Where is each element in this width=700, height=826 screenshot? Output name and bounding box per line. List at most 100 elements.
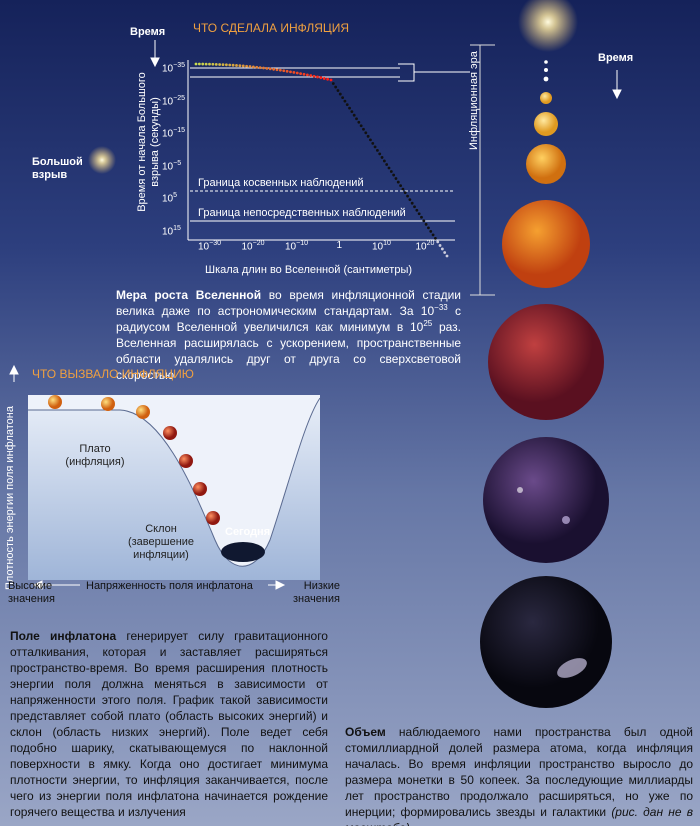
curve-dot (255, 65, 259, 69)
curve-dot (440, 247, 444, 251)
y-tick-label: 10−15 (162, 127, 185, 139)
x-tick-label: 10−10 (285, 240, 308, 252)
curve-dot (366, 134, 370, 138)
curve-dot (302, 72, 306, 76)
curve-dot (387, 166, 391, 170)
curve-dot (415, 208, 419, 212)
caption-sup: 25 (423, 319, 433, 328)
curve-dot (326, 77, 330, 81)
tick-base: 10 (198, 241, 210, 253)
growth-curve (194, 62, 449, 258)
tick-exp: 20 (426, 240, 435, 247)
tick-exp: 10 (383, 240, 391, 247)
curve-dot (394, 177, 398, 180)
caption-sup: −33 (434, 303, 448, 312)
curve-dot (389, 170, 393, 173)
curve-dot (357, 120, 361, 124)
caption-bold: Мера роста Вселенной (116, 288, 262, 302)
curve-dot (204, 62, 208, 66)
curve-dot (396, 180, 400, 184)
curve-dot (420, 215, 423, 219)
curve-dot (345, 103, 349, 107)
caption-italic: (рис. дан не в масштабе) (345, 805, 693, 826)
curve-dot (305, 73, 309, 77)
curve-dot (289, 70, 292, 74)
potential-plot (28, 395, 321, 580)
curve-dot (399, 184, 402, 188)
caption-text: с радиусом Вселенной увеличился как мини… (116, 304, 461, 334)
spheres (480, 60, 612, 708)
curve-dot (299, 72, 303, 76)
tick-base: 10 (162, 95, 174, 107)
curve-dot (331, 82, 335, 85)
curve-dot (385, 163, 389, 166)
arrows (9, 40, 622, 590)
tick-exp: −25 (173, 94, 185, 102)
x-tick-label: 1020 (416, 240, 435, 252)
tick-base: 10 (162, 160, 174, 172)
curve-dot (427, 226, 430, 230)
tick-exp: 15 (173, 224, 181, 232)
tick-exp: −15 (173, 127, 185, 134)
caption-text: раз. Вселенная расширялась с ускорением,… (116, 320, 461, 382)
curve-dot (376, 149, 379, 152)
curve-dot (371, 141, 375, 145)
tick-exp: −30 (209, 240, 221, 247)
curve-dot (214, 62, 218, 66)
y-tick-label: 105 (162, 192, 177, 204)
curve-dot (251, 65, 255, 69)
curve-dot (268, 67, 272, 71)
curve-dot (329, 78, 333, 82)
curve-dot (401, 187, 405, 191)
tick-exp: −20 (252, 240, 265, 247)
curve-dot (408, 198, 412, 202)
y-axis-label: Время от начала Большого взрыва (секунды… (136, 72, 161, 212)
time-label: Время (130, 26, 166, 38)
tick-exp: 5 (173, 192, 178, 199)
caption-text: генерирует силу гравитационного отталкив… (10, 629, 328, 819)
y-tick-label: 1015 (162, 225, 181, 237)
curve-dot (208, 62, 211, 66)
curve-dot (364, 131, 368, 135)
potential-y-label: Плотность энергии поля инфлатона (4, 406, 16, 590)
curve-dot (194, 62, 198, 66)
curve-dot (275, 68, 279, 72)
curve-dot (245, 64, 249, 68)
curve-dot (431, 233, 435, 237)
curve-dot (382, 159, 386, 163)
curve-dot (334, 85, 338, 89)
caption-text: во время инфляционной стадии велика даже… (116, 288, 461, 318)
caption-growth: Мера роста Вселенной во время инфляционн… (116, 287, 461, 383)
inflation-era-label: Инфляционная эра (468, 51, 480, 150)
curve-dot (338, 92, 342, 96)
y-tick-label: 10−5 (162, 160, 181, 172)
curve-dot (350, 110, 354, 114)
curve-dot (201, 62, 205, 66)
curve-dot (362, 127, 365, 131)
tick-exp: −10 (296, 240, 308, 247)
curve-dot (235, 64, 238, 67)
x-tick-label: 1010 (372, 240, 391, 252)
curve-dot (355, 117, 358, 121)
tick-base: 10 (415, 241, 427, 253)
caption-field: Поле инфлатона генерирует силу гравитаци… (10, 628, 328, 820)
time-right-label: Время (598, 52, 634, 64)
high-label: Высокие значения (8, 580, 56, 605)
curve-dot (228, 63, 232, 67)
caption-text: наблюдаемого нами пространства был одной… (345, 725, 693, 819)
plateau-label: Плато (инфляция) (65, 443, 125, 468)
direct-label: Граница непосредственных наблюдений (198, 207, 406, 219)
curve-dot (373, 145, 377, 149)
x-tick-label: 10−20 (242, 240, 265, 252)
curve-dot (316, 75, 319, 79)
curve-dot (211, 62, 215, 66)
curve-dot (341, 96, 344, 99)
curve-dot (295, 71, 299, 75)
chart-axes (187, 44, 495, 296)
curve-dot (231, 63, 235, 67)
curve-dot (343, 99, 347, 103)
curve-dot (278, 68, 282, 72)
curve-dot (429, 229, 433, 233)
today-label: Сегодня (225, 526, 271, 538)
